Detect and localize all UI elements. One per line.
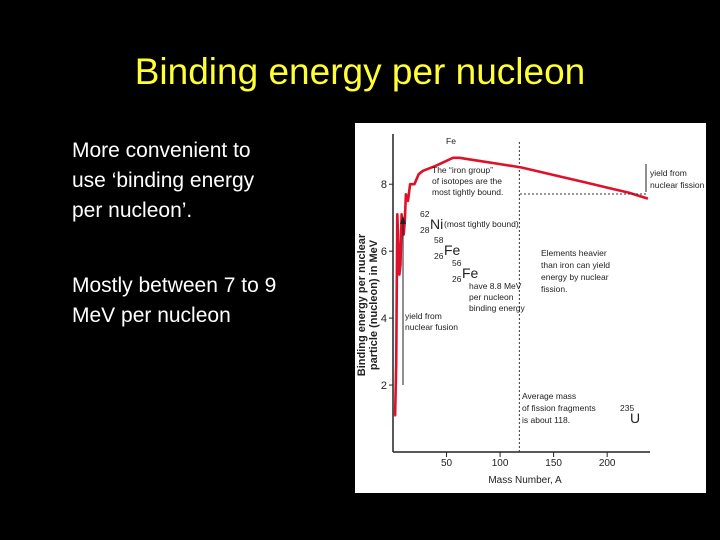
annotation: fission.	[541, 284, 567, 294]
y-tick-label: 2	[381, 380, 387, 392]
isotope-symbol: Fe	[462, 265, 479, 281]
annotation: Fe	[446, 136, 456, 146]
isotope-z: 26	[452, 274, 462, 284]
annotation: have 8.8 MeV	[469, 281, 522, 291]
x-tick-label: 100	[492, 458, 509, 469]
x-tick-label: 50	[441, 458, 453, 469]
annotation: binding energy	[469, 303, 526, 313]
x-tick-label: 150	[545, 458, 562, 469]
isotope-symbol: Fe	[444, 242, 461, 258]
annotation: Average mass	[522, 391, 576, 401]
x-axis-label: Mass Number, A	[488, 475, 562, 486]
annotation: most tightly bound.	[432, 187, 503, 197]
y-tick-label: 4	[381, 313, 387, 325]
figure-background	[355, 123, 706, 493]
paragraph-line: use ‘binding energy	[72, 169, 255, 192]
isotope-mass: 58	[434, 235, 444, 245]
annotation: energy by nuclear	[541, 272, 609, 282]
isotope-symbol: U	[630, 410, 640, 426]
paragraph-line: MeV per nucleon	[72, 304, 231, 327]
slide-body: More convenient to use ‘binding energy per…	[72, 139, 276, 327]
y-axis-label: Binding energy per nuclear	[356, 233, 368, 376]
x-tick-label: 200	[599, 458, 616, 469]
annotation: is about 118.	[522, 415, 570, 425]
slide-title: Binding energy per nucleon	[135, 51, 586, 92]
annotation: per nucleon	[469, 292, 514, 302]
isotope-mass: 62	[420, 209, 430, 219]
isotope-symbol: Ni	[430, 216, 443, 232]
annotation: yield from	[650, 168, 687, 178]
annotation: yield from	[405, 311, 442, 321]
annotation: than iron can yield	[541, 260, 610, 270]
arrow-head	[400, 216, 406, 224]
annotation: nuclear fission	[650, 180, 705, 190]
isotope-z: 28	[420, 225, 430, 235]
isotope-z: 26	[434, 251, 444, 261]
y-axis-label: particle (nucleon) in MeV	[368, 239, 380, 370]
annotation: The “iron group”	[432, 165, 493, 175]
annotation: Elements heavier	[541, 248, 607, 258]
paragraph-line: per nucleon’.	[72, 199, 192, 222]
annotation: of fission fragments	[522, 403, 596, 413]
paragraph-line: More convenient to	[72, 139, 251, 162]
chart: 2 4 6 8 50 100 150 200 Mass Number, A Binding ene…	[356, 134, 705, 486]
annotation: (most tightly bound)	[444, 219, 519, 229]
annotation: nuclear fusion	[405, 322, 458, 332]
binding-energy-curve	[393, 156, 649, 417]
y-tick-label: 6	[381, 246, 387, 258]
y-tick-label: 8	[381, 179, 387, 191]
isotope-mass: 235	[620, 403, 634, 413]
annotation: of isotopes are the	[432, 176, 502, 186]
paragraph-line: Mostly between 7 to 9	[72, 274, 276, 297]
isotope-mass: 56	[452, 258, 462, 268]
